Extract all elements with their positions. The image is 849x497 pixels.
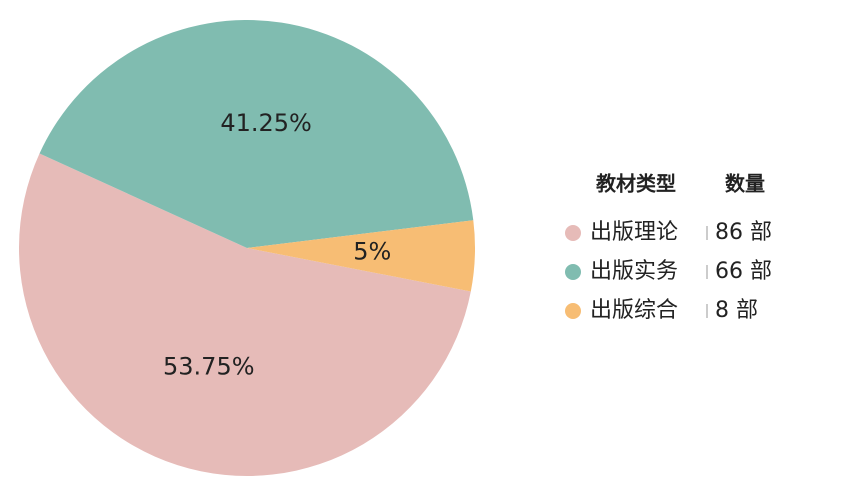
legend-dot bbox=[565, 303, 581, 319]
legend-count: 8 部 bbox=[715, 298, 758, 323]
legend-label: 出版理论 bbox=[590, 220, 678, 245]
legend-count: 66 部 bbox=[715, 259, 772, 284]
legend-count: 86 部 bbox=[715, 220, 772, 245]
pie-slice bbox=[39, 19, 474, 249]
legend-label: 出版综合 bbox=[590, 298, 678, 323]
legend-header: 数量 bbox=[725, 172, 765, 196]
pie-slice bbox=[19, 153, 471, 476]
legend-header: 教材类型 bbox=[596, 172, 676, 196]
slice-label: 53.75% bbox=[163, 352, 255, 380]
slice-label: 41.25% bbox=[220, 109, 312, 137]
pie-slice bbox=[247, 220, 476, 292]
legend-label: 出版实务 bbox=[590, 259, 678, 284]
legend-dot bbox=[565, 225, 581, 241]
slice-label: 5% bbox=[353, 237, 391, 265]
legend-dot bbox=[565, 264, 581, 280]
